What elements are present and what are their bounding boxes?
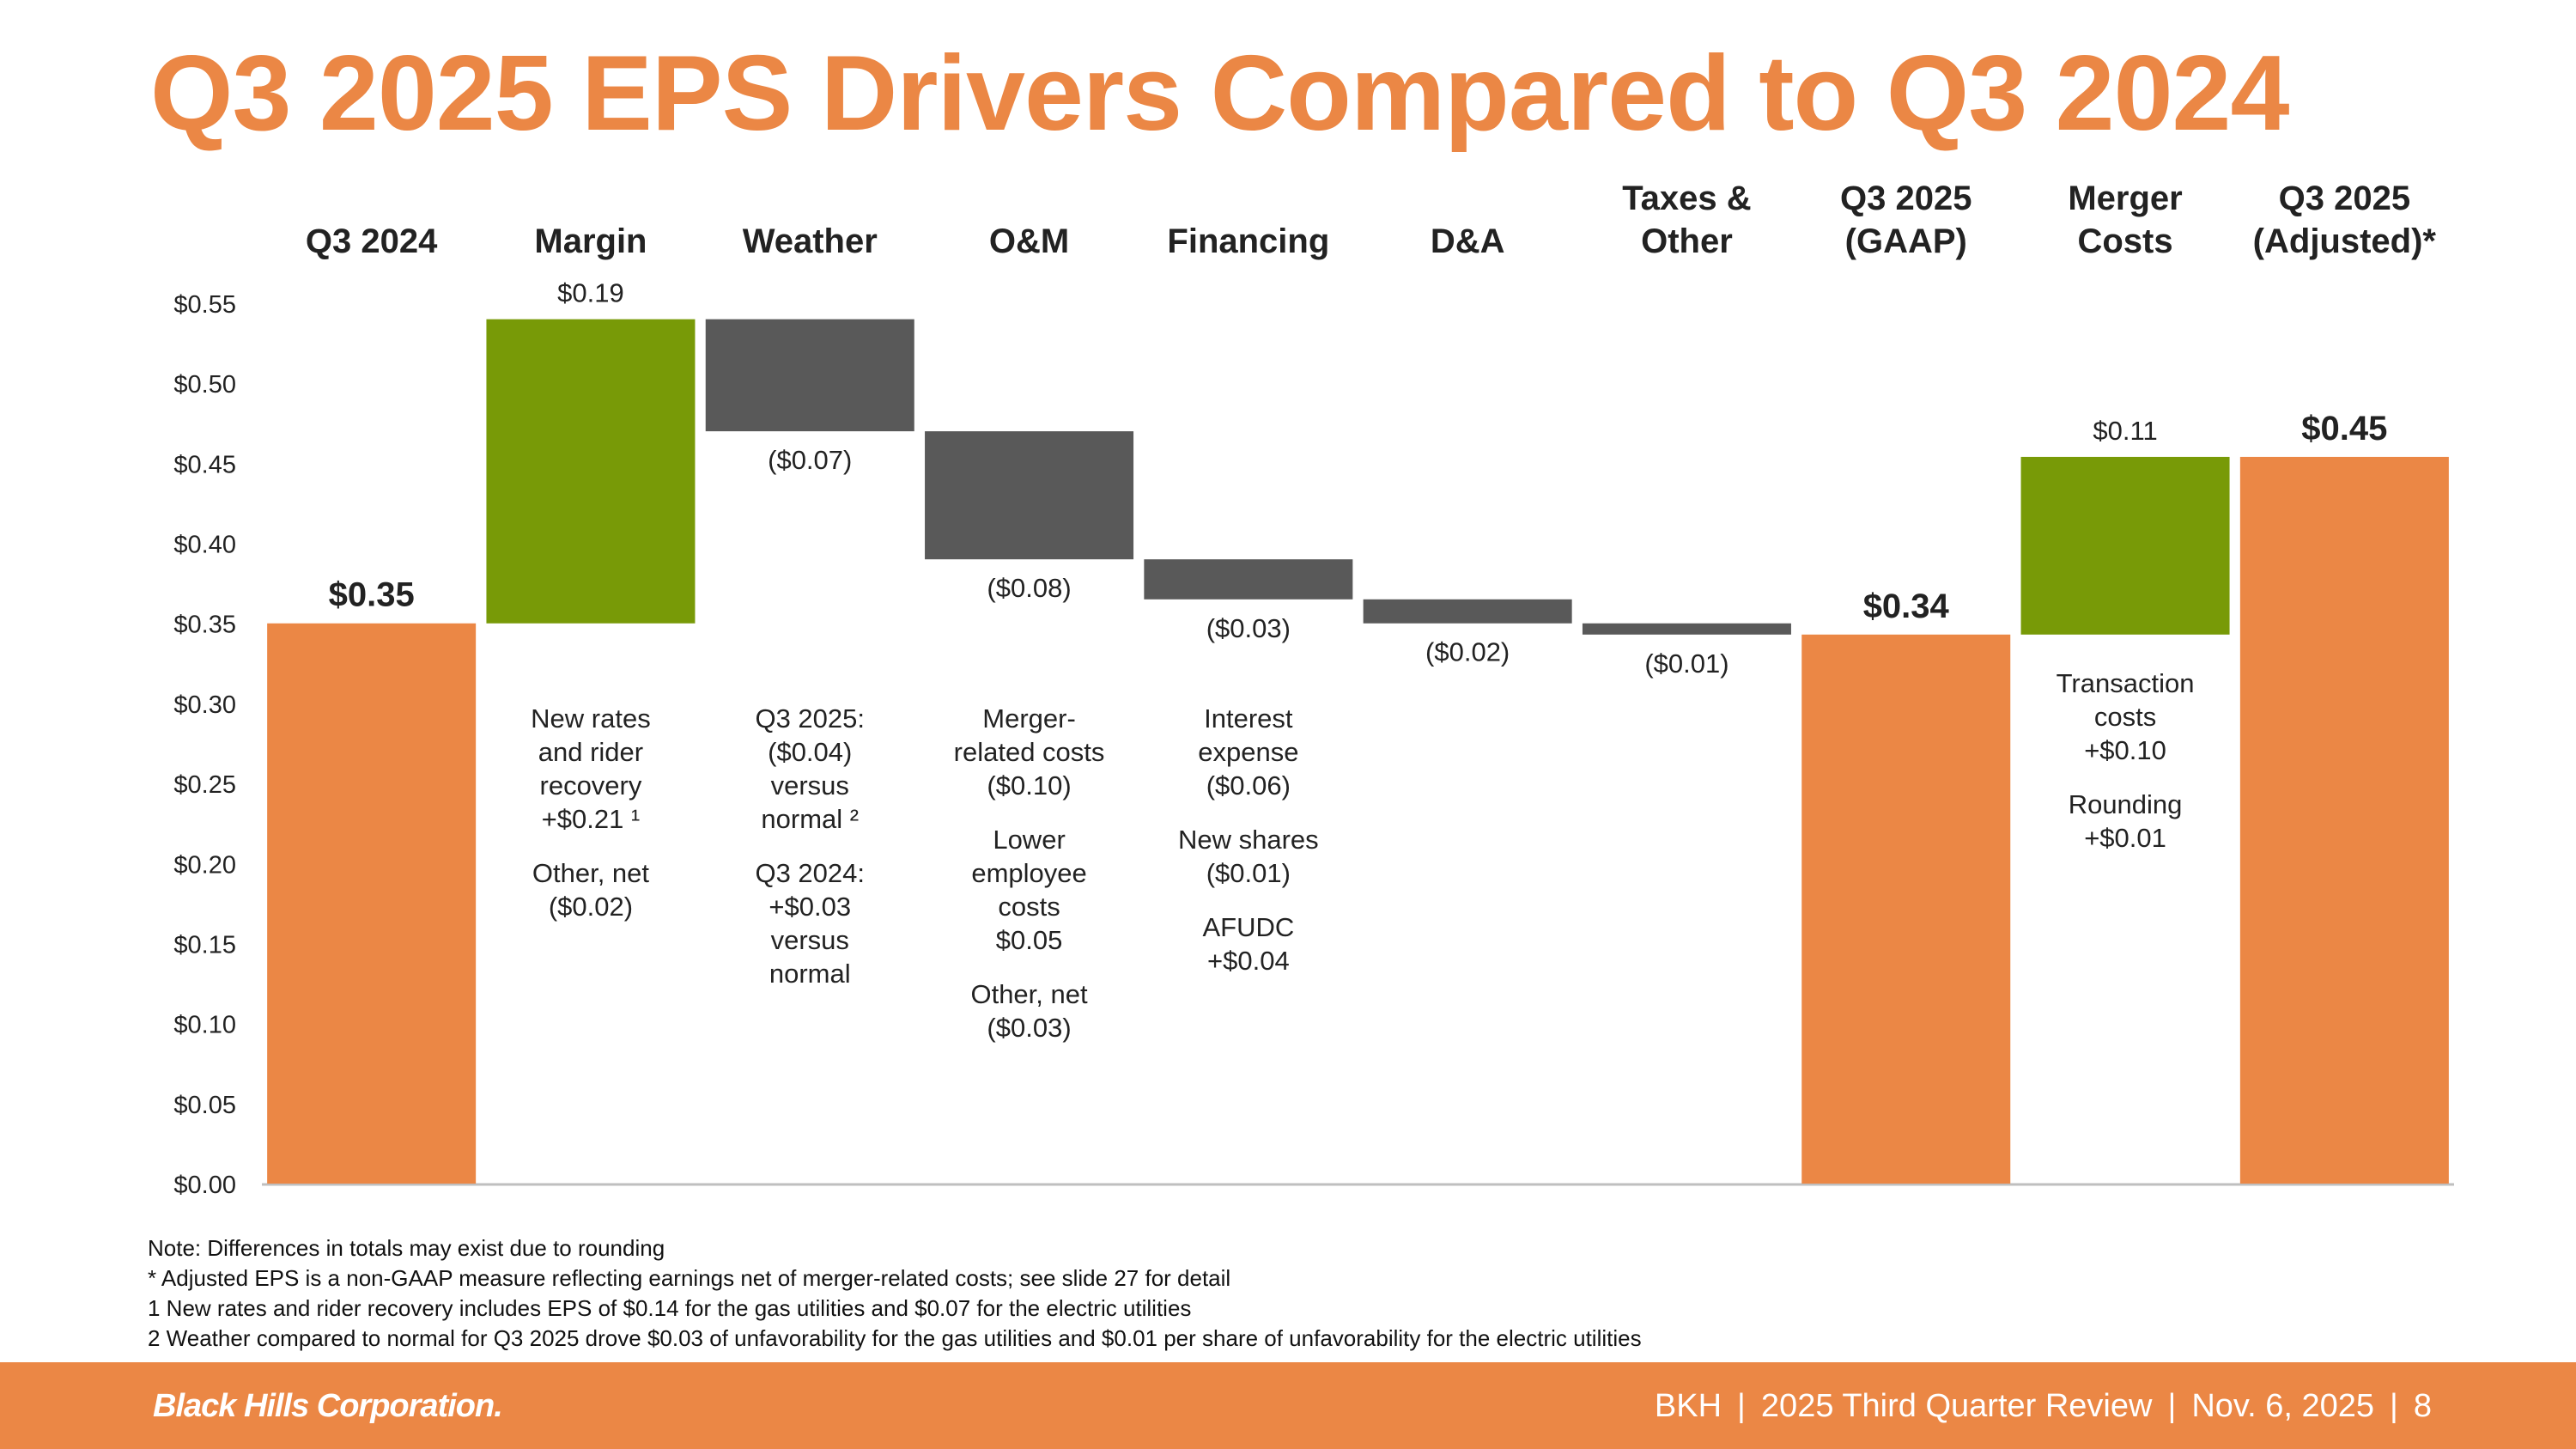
- cat-weather: Weather: [743, 222, 878, 260]
- y-tick-label: $0.05: [173, 1092, 236, 1119]
- footer-separator: |: [1737, 1388, 1746, 1424]
- cat-om: O&M: [989, 222, 1069, 260]
- note-adjusted-eps: * Adjusted EPS is a non-GAAP measure ref…: [148, 1265, 1231, 1291]
- footer-event: 2025 Third Quarter Review: [1760, 1388, 2153, 1424]
- annotation-margin: Other, net: [532, 858, 650, 888]
- annotation-margin: New rates: [531, 703, 651, 734]
- annotation-financing: ($0.06): [1206, 770, 1291, 801]
- annotation-margin: recovery: [540, 770, 642, 801]
- annotation-om: costs: [998, 892, 1060, 922]
- y-tick-label: $0.45: [173, 451, 236, 478]
- footnotes: Note: Differences in totals may exist du…: [148, 1233, 1642, 1354]
- bar-om-label: ($0.08): [987, 573, 1071, 603]
- y-tick-label: $0.30: [173, 691, 236, 719]
- footer-ticker: BKH: [1654, 1388, 1722, 1424]
- annotation-weather: normal: [769, 959, 851, 989]
- cat-q3-2025-adjusted: Q3 2025: [2279, 180, 2410, 217]
- y-tick-label: $0.55: [173, 291, 236, 319]
- y-tick-label: $0.15: [173, 931, 236, 959]
- cat-financing: Financing: [1167, 222, 1329, 260]
- footer-date: Nov. 6, 2025: [2191, 1388, 2374, 1424]
- annotation-om: related costs: [954, 737, 1105, 767]
- cat-q3-2025-gaap: (GAAP): [1845, 222, 1967, 260]
- company-logo: Black Hills Corporation.: [153, 1388, 503, 1424]
- annotation-om: employee: [971, 858, 1086, 888]
- cat-da: D&A: [1431, 222, 1505, 260]
- bar-merger-costs-label: $0.11: [2093, 416, 2157, 446]
- annotation-om: Merger-: [982, 703, 1076, 734]
- waterfall-chart: $0.00 $0.05 $0.10 $0.15 $0.20 $0.25 $0.30 $0.35…: [173, 180, 2454, 1199]
- note-1-rates: 1 New rates and rider recovery includes …: [148, 1295, 1192, 1321]
- bar-taxes-other: [1582, 623, 1791, 635]
- bar-margin: [486, 319, 696, 624]
- annotation-weather: versus: [771, 770, 849, 801]
- footer-separator: |: [2389, 1388, 2398, 1424]
- annotation-merger-costs: costs: [2094, 702, 2156, 732]
- y-tick-label: $0.40: [173, 532, 236, 559]
- cat-margin: Margin: [534, 222, 647, 260]
- page-title: Q3 2025 EPS Drivers Compared to Q3 2024: [150, 34, 2289, 153]
- footer-separator: |: [2167, 1388, 2177, 1424]
- annotation-merger-costs: Transaction: [2057, 668, 2195, 698]
- y-tick-label: $0.35: [173, 612, 236, 639]
- annotation-weather: versus: [771, 925, 849, 955]
- annotation-weather: +$0.03: [769, 892, 851, 922]
- bar-merger-costs: [2020, 456, 2230, 635]
- annotation-weather: Q3 2024:: [755, 858, 865, 888]
- annotation-merger-costs: Rounding: [2069, 789, 2183, 819]
- annotation-margin: and rider: [538, 737, 643, 767]
- annotation-om: Lower: [993, 825, 1065, 855]
- cat-q3-2024: Q3 2024: [306, 222, 438, 260]
- annotation-merger-costs: +$0.10: [2084, 735, 2166, 765]
- cat-q3-2025-adjusted: (Adjusted)*: [2253, 222, 2437, 260]
- annotation-financing: New shares: [1178, 825, 1319, 855]
- bar-da-label: ($0.02): [1425, 637, 1510, 667]
- bar-da: [1363, 599, 1572, 624]
- annotation-financing: expense: [1198, 737, 1298, 767]
- annotation-margin: +$0.21 ¹: [542, 804, 641, 834]
- bar-q3-2024-label: $0.35: [329, 576, 415, 614]
- bar-q3-2025-gaap: [1801, 634, 2011, 1184]
- annotation-financing: +$0.04: [1207, 946, 1290, 976]
- bar-q3-2025-adjusted: [2239, 456, 2449, 1184]
- y-tick-label: $0.25: [173, 771, 236, 799]
- cat-merger-costs: Merger: [2068, 180, 2182, 217]
- annotation-margin: ($0.02): [549, 892, 633, 922]
- bar-weather: [705, 319, 914, 432]
- note-rounding: Note: Differences in totals may exist du…: [148, 1235, 665, 1261]
- y-tick-label: $0.10: [173, 1012, 236, 1039]
- annotation-weather: Q3 2025:: [755, 703, 865, 734]
- y-tick-label: $0.00: [173, 1172, 236, 1199]
- cat-merger-costs: Costs: [2077, 222, 2172, 260]
- cat-taxes-other: Other: [1641, 222, 1733, 260]
- annotation-financing: ($0.01): [1206, 858, 1291, 888]
- cat-taxes-other: Taxes &: [1622, 180, 1751, 217]
- y-tick-label: $0.20: [173, 851, 236, 879]
- footer-info: BKH | 2025 Third Quarter Review | Nov. 6, 20…: [1655, 1388, 2432, 1425]
- bar-financing-label: ($0.03): [1206, 613, 1291, 643]
- annotation-financing: Interest: [1204, 703, 1293, 734]
- annotation-om: ($0.03): [987, 1013, 1071, 1043]
- bar-q3-2025-gaap-label: $0.34: [1863, 588, 1950, 625]
- bar-q3-2024: [267, 623, 477, 1184]
- bar-taxes-other-label: ($0.01): [1644, 648, 1728, 679]
- annotation-om: ($0.10): [987, 770, 1071, 801]
- annotation-weather: normal ²: [761, 804, 859, 834]
- annotation-om: $0.05: [996, 925, 1063, 955]
- annotation-financing: AFUDC: [1202, 912, 1294, 942]
- cat-q3-2025-gaap: Q3 2025: [1840, 180, 1971, 217]
- y-tick-label: $0.50: [173, 371, 236, 399]
- footer-bar: Black Hills Corporation. BKH | 2025 Third …: [0, 1362, 2576, 1449]
- page-number: 8: [2413, 1388, 2432, 1424]
- bar-q3-2025-adjusted-label: $0.45: [2301, 410, 2387, 447]
- annotation-merger-costs: +$0.01: [2084, 823, 2166, 853]
- bar-financing: [1144, 559, 1353, 600]
- bar-margin-label: $0.19: [557, 278, 624, 308]
- annotation-weather: ($0.04): [768, 737, 852, 767]
- bar-om: [925, 431, 1134, 560]
- bar-weather-label: ($0.07): [768, 445, 852, 475]
- note-2-weather: 2 Weather compared to normal for Q3 2025…: [148, 1325, 1642, 1351]
- annotation-om: Other, net: [970, 979, 1088, 1009]
